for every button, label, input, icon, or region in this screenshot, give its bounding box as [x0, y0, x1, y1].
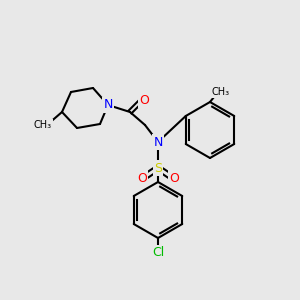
Text: CH₃: CH₃: [34, 120, 52, 130]
Text: CH₃: CH₃: [212, 87, 230, 97]
Text: Cl: Cl: [152, 247, 164, 260]
Text: O: O: [137, 172, 147, 184]
Text: S: S: [154, 161, 162, 175]
Text: N: N: [103, 98, 113, 112]
Text: N: N: [153, 136, 163, 148]
Text: O: O: [139, 94, 149, 106]
Text: O: O: [169, 172, 179, 184]
